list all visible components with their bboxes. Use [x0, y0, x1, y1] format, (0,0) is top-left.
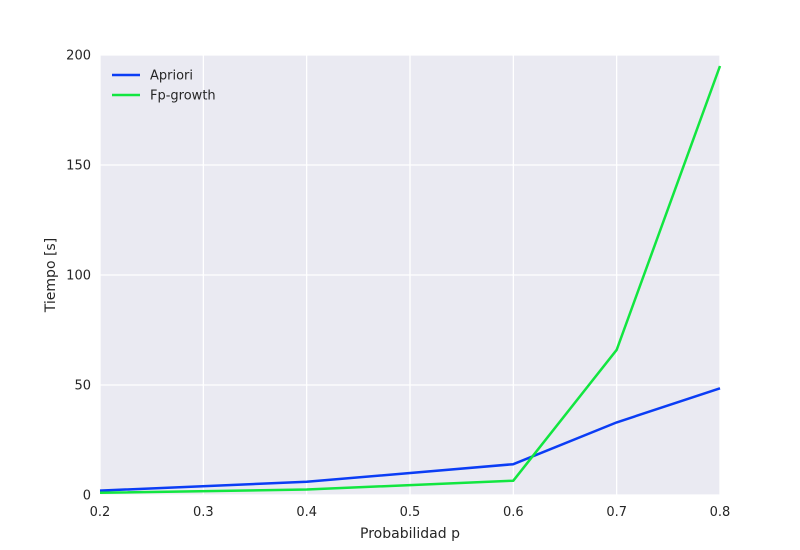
x-tick-label: 0.6	[503, 505, 524, 520]
grid	[99, 54, 721, 496]
x-tick-label: 0.3	[193, 505, 214, 520]
legend: Apriori Fp-growth	[112, 69, 216, 104]
legend-label-apriori: Apriori	[150, 69, 193, 84]
x-axis-label: Probabilidad p	[360, 526, 460, 542]
series-line-fp-growth	[99, 65, 722, 495]
y-tick-label: 200	[66, 49, 91, 64]
y-tick-label: 150	[66, 159, 91, 174]
y-axis-ticks: 0 50 100 150 200	[66, 49, 91, 504]
y-axis-label: Tiempo [s]	[43, 238, 59, 313]
x-tick-label: 0.4	[296, 505, 317, 520]
y-tick-label: 0	[83, 489, 91, 504]
x-tick-label: 0.8	[710, 505, 731, 520]
legend-label-fp-growth: Fp-growth	[150, 89, 216, 104]
x-axis-ticks: 0.2 0.3 0.4 0.5 0.6 0.7 0.8	[90, 505, 731, 520]
series-line-apriori	[99, 387, 721, 492]
y-tick-label: 50	[74, 379, 91, 394]
y-tick-label: 100	[66, 269, 91, 284]
series-lines	[99, 65, 722, 495]
x-tick-label: 0.2	[90, 505, 111, 520]
x-tick-label: 0.5	[400, 505, 421, 520]
x-tick-label: 0.7	[606, 505, 627, 520]
